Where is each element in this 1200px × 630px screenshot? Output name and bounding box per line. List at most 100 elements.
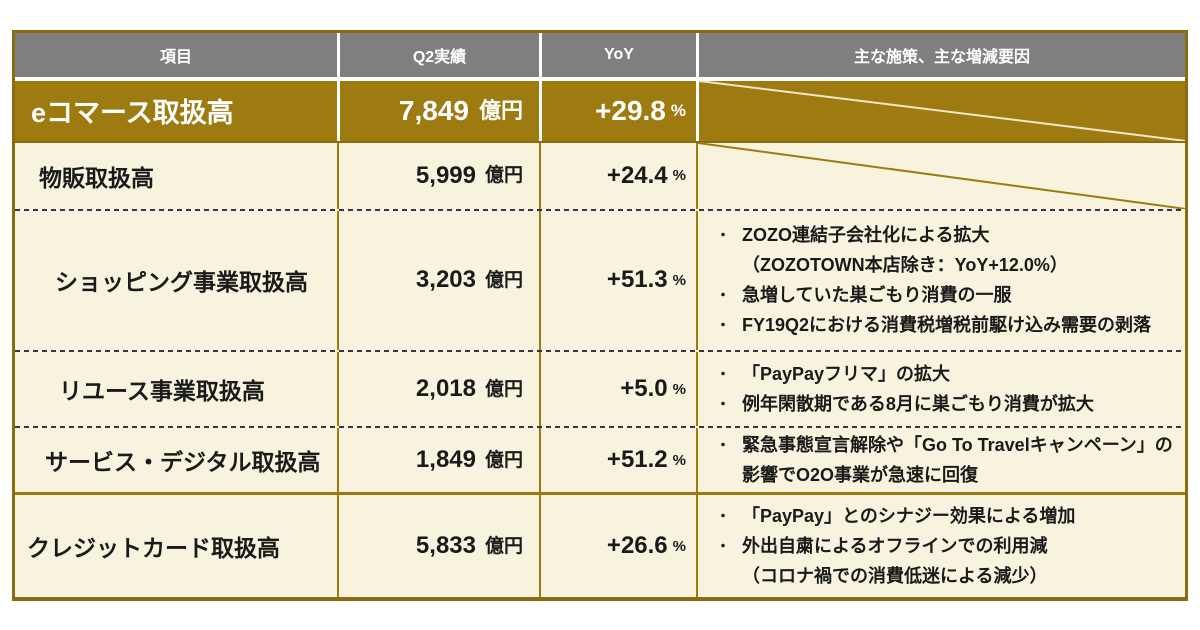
row-yoy-value: +51.2% — [539, 428, 696, 493]
table-row-shopping: ショッピング事業取扱高 3,203 億円 +51.3% ・ ZOZO連結子会社化によ… — [15, 210, 1185, 351]
note-text: 外出自粛によるオフラインでの利用減 — [742, 536, 1048, 557]
row-yoy-value: +24.4% — [539, 142, 696, 209]
table-row-ecommerce-total: eコマース取扱高 7,849 億円 +29.8% — [15, 80, 1185, 141]
header-yoy-label: YoY — [604, 45, 634, 63]
note-line: ・急増していた巣ごもり消費の一服 — [716, 280, 1175, 310]
item-text: 物販取扱高 — [39, 164, 154, 191]
row-q2-value: 2,018 億円 — [337, 352, 539, 427]
row-yoy-value: +26.6% — [539, 495, 696, 598]
header-item: 項目 — [15, 33, 337, 77]
bullet-marker: ・ — [716, 366, 730, 383]
row-notes: ・ ZOZO連結子会社化による拡大 （ZOZOTOWN本店除き：YoY+12.0%… — [696, 210, 1185, 351]
row-notes-crossed-out — [696, 80, 1185, 141]
row-separator-solid-thick — [15, 492, 1185, 496]
value-unit: 億円 — [484, 378, 523, 400]
row-q2-value: 5,999 億円 — [337, 142, 539, 209]
bullet-marker: ・ — [716, 227, 730, 244]
value-number: 3,203 — [415, 266, 476, 294]
bullet-marker: ・ — [716, 287, 730, 304]
diagonal-strike-line — [698, 143, 1185, 209]
yoy-number: +5.0 — [620, 375, 668, 403]
yoy-unit: % — [672, 451, 686, 469]
header-q2-label: Q2実績 — [412, 48, 467, 66]
note-line: ・例年閑散期である8月に巣ごもり消費が拡大 — [716, 389, 1175, 419]
value-number: 7,849 — [398, 94, 469, 126]
note-text: （コロナ禍での消費低迷による減少） — [742, 566, 1048, 587]
value-number: 5,999 — [415, 161, 476, 189]
note-line: 影響でO2O事業が急速に回復 — [716, 460, 1175, 490]
note-text: （ZOZOTOWN本店除き：YoY+12.0%） — [742, 255, 1068, 276]
row-notes: ・「PayPay」とのシナジー効果による増加 ・外出自粛によるオフラインでの利用… — [696, 495, 1185, 598]
note-text: 影響でO2O事業が急速に回復 — [742, 465, 979, 486]
value-unit: 億円 — [478, 97, 523, 123]
yoy-number: +29.8 — [595, 94, 666, 126]
bullet-marker: ・ — [716, 396, 730, 413]
item-text: リユース事業取扱高 — [59, 378, 265, 405]
table-header-row: 項目 Q2実績 YoY 主な施策、主な増減要因 — [15, 33, 1185, 77]
header-item-label: 項目 — [159, 48, 192, 66]
note-line: （コロナ禍での消費低迷による減少） — [716, 561, 1175, 591]
row-q2-value: 3,203 億円 — [337, 210, 539, 351]
row-q2-value: 1,849 億円 — [337, 428, 539, 493]
row-item-label: ショッピング事業取扱高 — [15, 211, 337, 351]
value-unit: 億円 — [484, 449, 523, 471]
bullet-marker — [716, 561, 742, 591]
bullet-marker: ・ — [716, 538, 730, 555]
note-line: ・ FY19Q2における消費税増税前駆け込み需要の剥落 — [716, 310, 1175, 340]
table-row-services-digital: サービス・デジタル取扱高 1,849 億円 +51.2% ・緊急事態宣言解除や「G… — [15, 428, 1185, 493]
note-text: 「PayPayフリマ」の拡大 — [742, 364, 951, 385]
note-line: ・緊急事態宣言解除や「Go To Travelキャンペーン」の — [716, 430, 1175, 460]
diagonal-strike-line — [699, 81, 1185, 141]
yoy-unit: % — [672, 271, 686, 289]
bullet-marker: ・ — [716, 508, 730, 525]
row-separator-dashed — [15, 350, 1185, 353]
yoy-unit: % — [672, 167, 686, 185]
table-row-credit-card: クレジットカード取扱高 5,833 億円 +26.6% ・「PayPay」とのシナ… — [15, 495, 1185, 598]
row-item-label: クレジットカード取扱高 — [15, 495, 337, 597]
row-separator-dashed — [15, 208, 1185, 211]
note-text: 「PayPay」とのシナジー効果による増加 — [742, 506, 1076, 527]
yoy-unit: % — [672, 380, 686, 398]
bullet-marker — [716, 250, 742, 280]
note-text: 例年閑散期である8月に巣ごもり消費が拡大 — [742, 394, 1094, 415]
bullet-marker: ・ — [716, 437, 730, 454]
value-number: 2,018 — [415, 375, 476, 403]
value-number: 1,849 — [415, 446, 476, 474]
row-notes: ・緊急事態宣言解除や「Go To Travelキャンペーン」の 影響でO2O事業… — [696, 428, 1185, 493]
yoy-number: +51.3 — [606, 266, 668, 294]
row-q2-value: 7,849 億円 — [337, 80, 539, 141]
header-yoy: YoY — [539, 33, 696, 77]
item-text: eコマース取扱高 — [31, 98, 234, 129]
note-text: FY19Q2における消費税増税前駆け込み需要の剥落 — [742, 315, 1152, 336]
row-item-label: eコマース取扱高 — [15, 81, 337, 141]
yoy-number: +24.4 — [606, 161, 668, 189]
header-notes: 主な施策、主な増減要因 — [696, 33, 1185, 77]
bullet-marker — [716, 460, 742, 490]
note-line: ・ ZOZO連結子会社化による拡大 — [716, 220, 1175, 250]
row-separator-solid — [15, 140, 1185, 143]
row-q2-value: 5,833 億円 — [337, 495, 539, 598]
item-text: ショッピング事業取扱高 — [55, 269, 308, 296]
note-line: ・外出自粛によるオフラインでの利用減 — [716, 531, 1175, 561]
header-notes-label: 主な施策、主な増減要因 — [853, 48, 1030, 66]
table-row-reuse: リユース事業取扱高 2,018 億円 +5.0% ・「PayPayフリマ」の拡大 … — [15, 352, 1185, 427]
ecommerce-results-table: 項目 Q2実績 YoY 主な施策、主な増減要因 eコマース取扱高 7,849 億円… — [12, 30, 1188, 601]
row-item-label: リユース事業取扱高 — [15, 352, 337, 426]
row-yoy-value: +29.8% — [539, 80, 696, 141]
value-unit: 億円 — [484, 269, 523, 291]
yoy-unit: % — [670, 101, 686, 121]
item-text: サービス・デジタル取扱高 — [45, 449, 321, 476]
row-notes: ・「PayPayフリマ」の拡大 ・例年閑散期である8月に巣ごもり消費が拡大 — [696, 352, 1185, 427]
item-text: クレジットカード取扱高 — [27, 535, 280, 562]
row-item-label: サービス・デジタル取扱高 — [15, 428, 337, 492]
value-number: 5,833 — [415, 532, 476, 560]
header-q2-results: Q2実績 — [337, 33, 539, 77]
yoy-number: +51.2 — [606, 446, 668, 474]
row-item-label: 物販取扱高 — [15, 143, 337, 209]
note-text: ZOZO連結子会社化による拡大 — [742, 225, 990, 246]
row-yoy-value: +5.0% — [539, 352, 696, 427]
note-line: ・「PayPayフリマ」の拡大 — [716, 359, 1175, 389]
row-notes-crossed-out — [696, 142, 1185, 209]
row-yoy-value: +51.3% — [539, 210, 696, 351]
header-separator — [15, 76, 1185, 81]
